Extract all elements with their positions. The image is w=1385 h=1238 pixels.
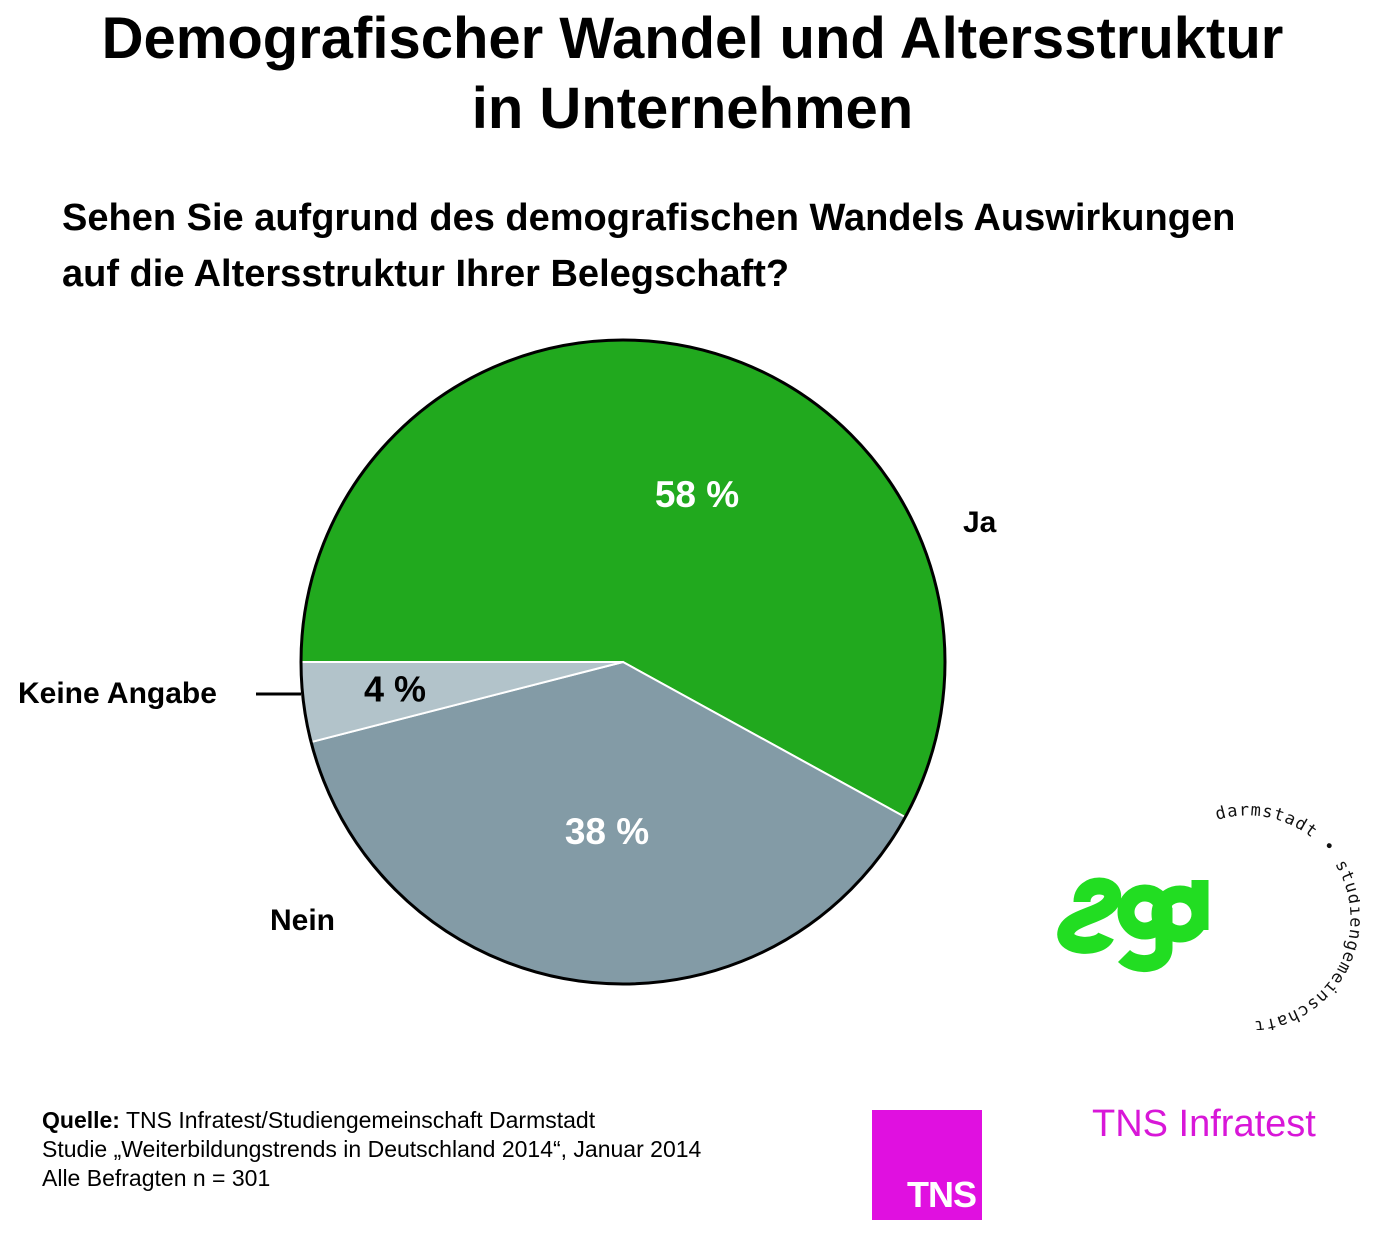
category-label-keine-angabe: Keine Angabe [18,677,217,710]
tns-logo-text: TNS [907,1174,977,1215]
source-text: TNS Infratest/Studiengemeinschaft Darmst… [119,1107,596,1133]
svg-text:darmstadt • studiengemeinschaf: darmstadt • studiengemeinschaft [1213,800,1360,1030]
source-line-2: Studie „Weiterbildungstrends in Deutschl… [42,1136,702,1162]
category-label-nein: Nein [270,904,336,937]
question-line-2: auf die Altersstruktur Ihrer Belegschaft… [62,253,790,295]
question-line-1: Sehen Sie aufgrund des demografischen Wa… [62,197,1236,239]
source-note: Quelle: TNS Infratest/Studiengemeinschaf… [42,1106,701,1193]
source-prefix: Quelle: [42,1107,120,1133]
tns-logo-box: TNS [872,1110,982,1220]
source-line-3: Alle Befragten n = 301 [42,1165,271,1191]
chart-subtitle: Sehen Sie aufgrund des demografischen Wa… [62,190,1372,302]
chart-title: Demografischer Wandel und Altersstruktur… [0,4,1385,144]
sgd-logo: darmstadt • studiengemeinschaft [1057,800,1360,1030]
title-line-2: in Unternehmen [471,76,914,141]
value-label-keine-angabe: 4 % [364,669,426,710]
pie-outline [299,338,947,986]
source-line-1: Quelle: TNS Infratest/Studiengemeinschaf… [42,1106,701,1135]
category-label-ja: Ja [963,506,997,539]
tns-infratest-wordmark: TNS Infratest [1092,1103,1316,1145]
value-label-ja: 58 % [655,474,739,515]
value-label-nein: 38 % [565,811,649,852]
title-line-1: Demografischer Wandel und Altersstruktur [101,6,1284,71]
